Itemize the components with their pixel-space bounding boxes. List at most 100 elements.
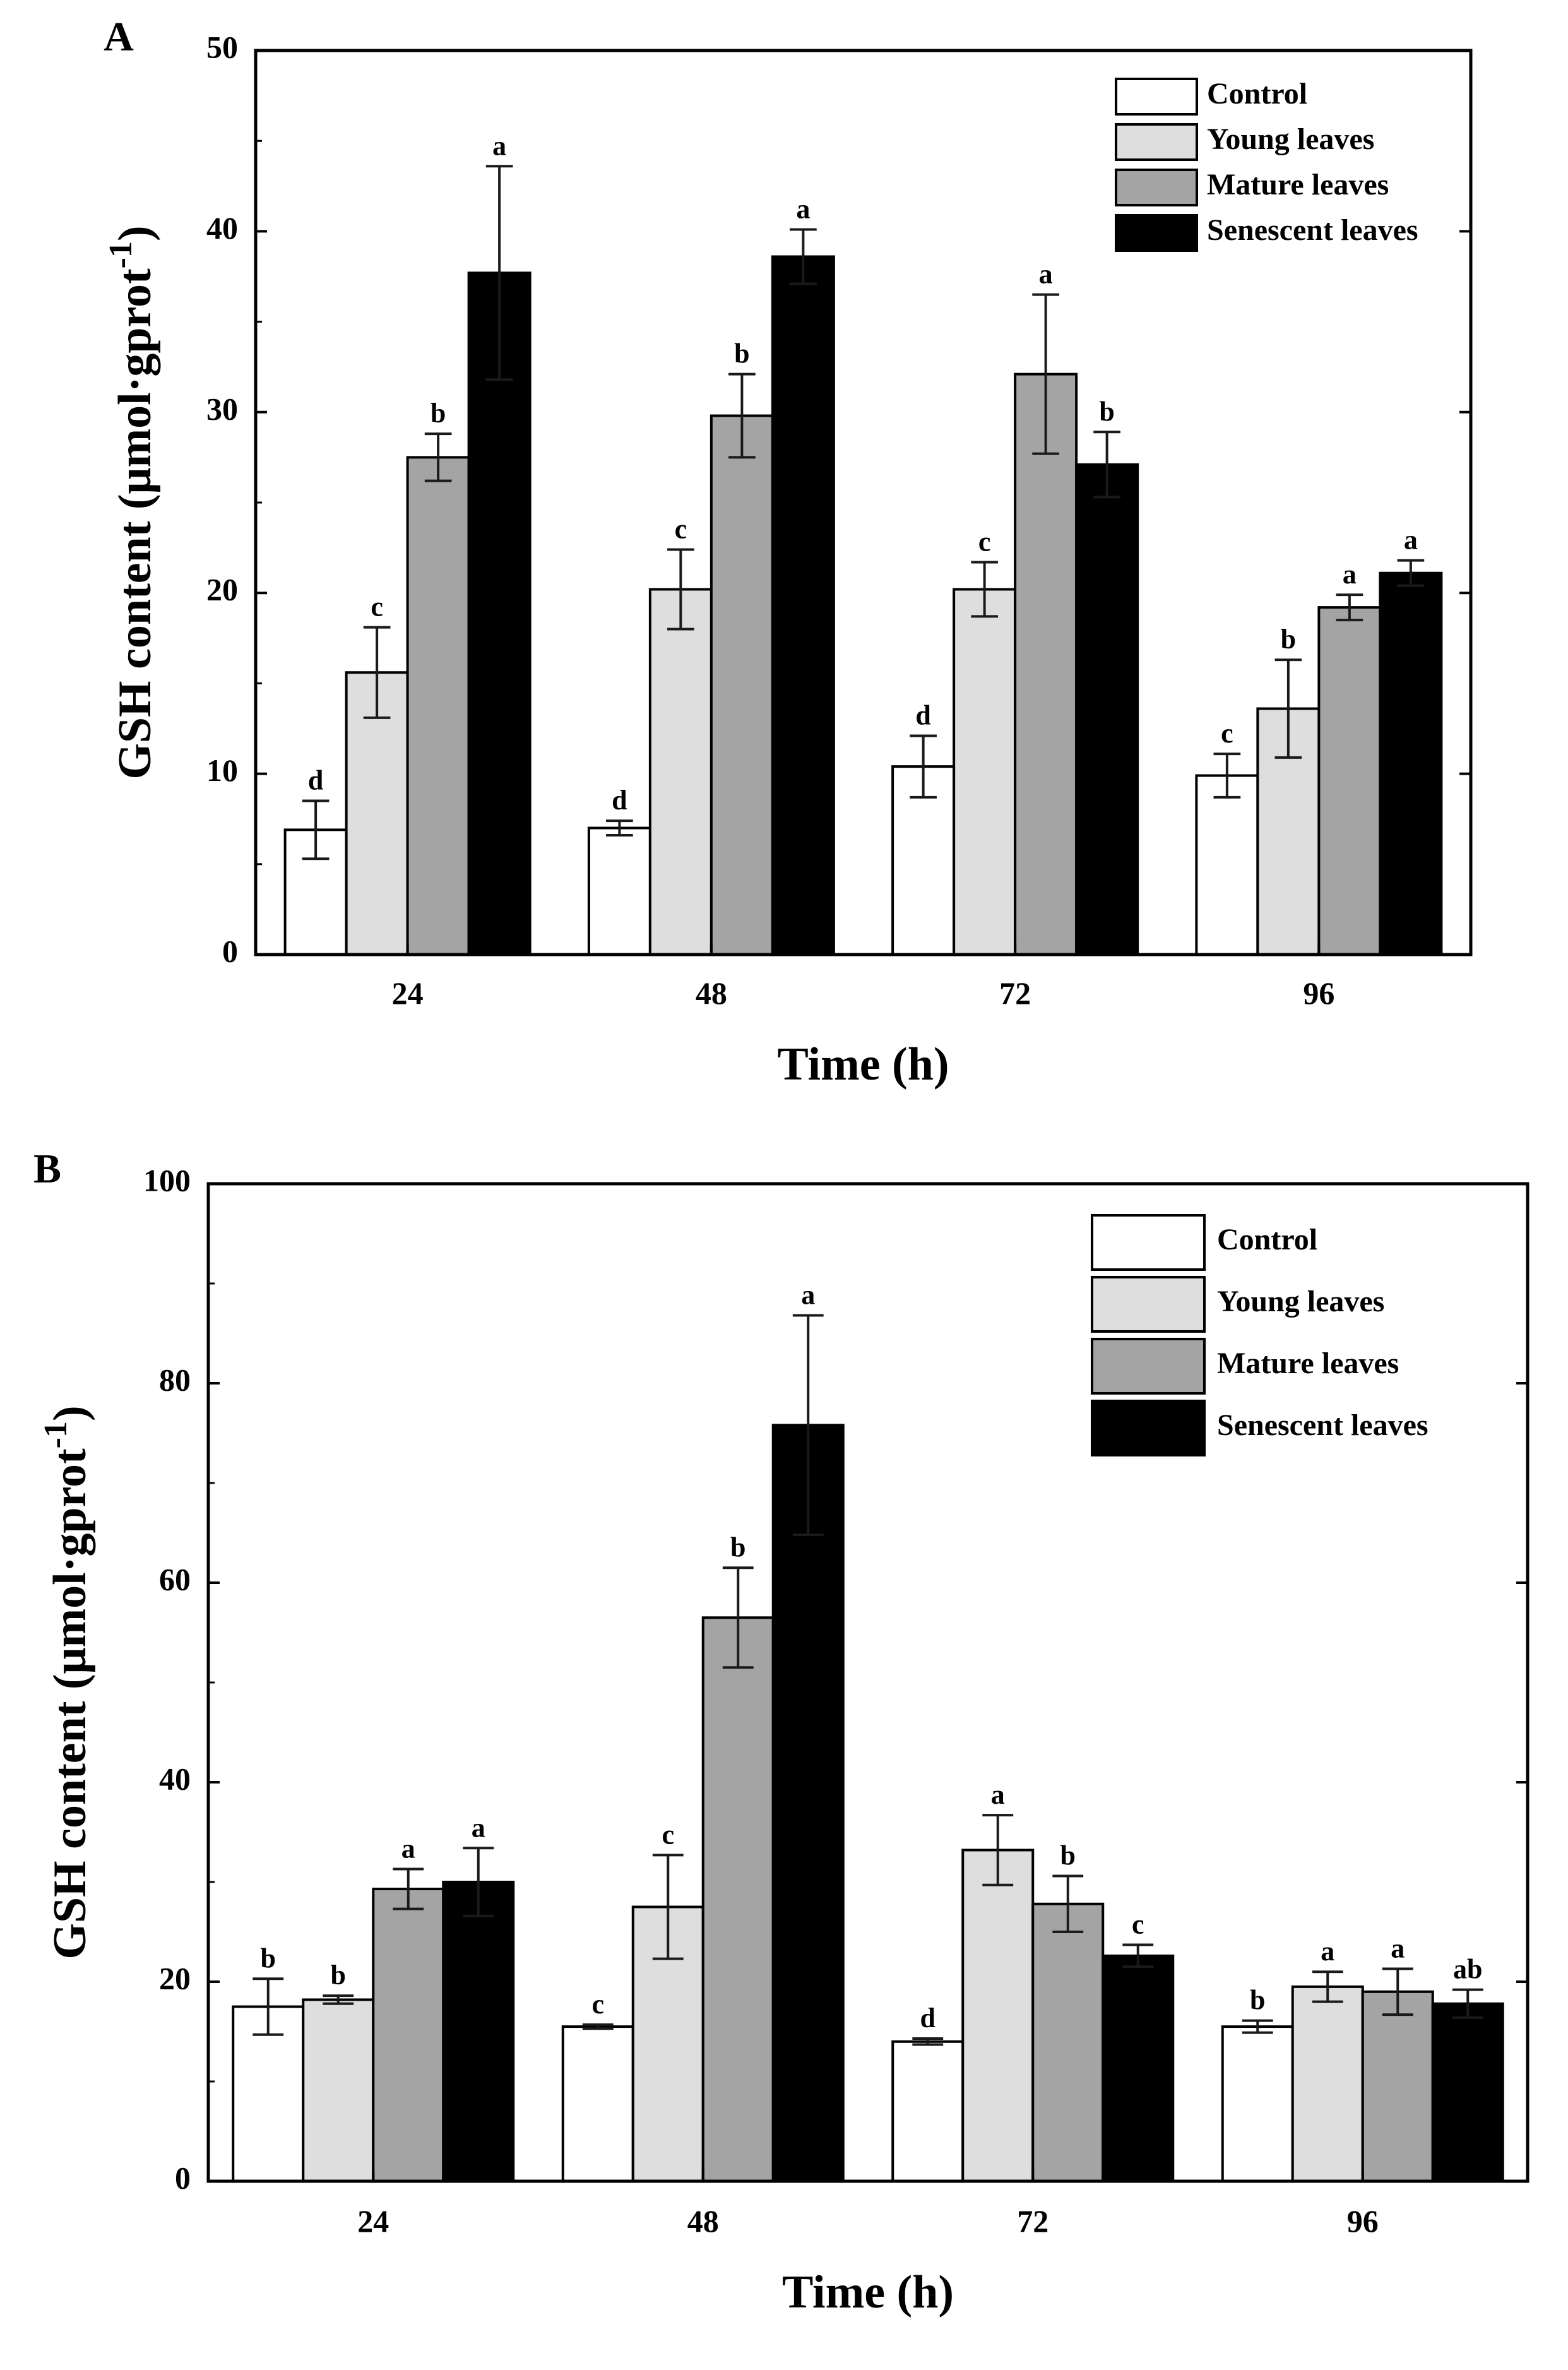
legend-swatch-young-leaves	[1115, 123, 1198, 161]
bar-control-96	[1221, 2025, 1294, 2183]
error-bar	[1336, 593, 1363, 622]
bar-mature-leaves-48	[710, 414, 774, 956]
bar-senescent-leaves-24	[442, 1881, 515, 2182]
y-tick-label: 60	[159, 1561, 191, 1597]
error-bar	[323, 1994, 354, 2005]
error-bar	[728, 372, 756, 459]
significance-letter: d	[308, 765, 323, 796]
chart-panel-a: A 0 10 20 30 40 50 d d d c c c c b b b a a a a b a 24 48 72 96 Time…	[103, 14, 1473, 1090]
error-bar	[1382, 1967, 1413, 2016]
significance-letter: ab	[1453, 1954, 1482, 1985]
significance-letter: b	[1250, 1985, 1265, 2016]
error-bar	[363, 626, 391, 719]
y-axis-title-superscript: -1	[38, 1421, 74, 1448]
bar-young-leaves-24	[302, 1998, 375, 2182]
bar-senescent-leaves-96	[1379, 571, 1443, 956]
y-tick-label: 0	[175, 2160, 191, 2195]
bar-senescent-leaves-72	[1102, 1954, 1175, 2182]
bar-mature-leaves-24	[406, 456, 470, 956]
error-bar	[652, 1854, 684, 1960]
significance-letter: d	[915, 700, 930, 730]
significance-letter: a	[796, 194, 810, 225]
panel-label: A	[104, 14, 134, 60]
significance-letter: d	[920, 2003, 935, 2034]
y-axis-title-superscript: -1	[103, 241, 139, 268]
significance-letter: b	[331, 1960, 346, 1991]
significance-letter: c	[662, 1819, 674, 1850]
error-bar	[1093, 431, 1120, 499]
bar-mature-leaves-72	[1031, 1902, 1105, 2182]
legend-swatch-senescent-leaves	[1091, 1400, 1206, 1456]
error-bar	[582, 2023, 614, 2030]
x-tick-label: 72	[999, 975, 1031, 1011]
significance-letter: b	[1099, 396, 1114, 427]
panel-label: B	[33, 1146, 61, 1192]
error-bar	[1052, 1874, 1084, 1933]
bar-senescent-leaves-48	[771, 255, 835, 956]
legend: Control Young leaves Mature leaves Senescen…	[1091, 1214, 1428, 1456]
bar-mature-leaves-24	[372, 1888, 445, 2183]
y-tick-label: 40	[159, 1761, 191, 1796]
significance-letter: d	[612, 785, 627, 816]
significance-letter: a	[1391, 1932, 1405, 1963]
legend-label: Control	[1207, 77, 1307, 110]
error-bar	[971, 561, 998, 618]
significance-letter: a	[492, 130, 506, 161]
significance-letter: b	[1281, 624, 1296, 655]
error-bar	[393, 1867, 424, 1910]
legend-label: Control	[1217, 1223, 1317, 1256]
bar-mature-leaves-72	[1014, 372, 1078, 956]
bar-control-48	[587, 826, 651, 956]
bar-young-leaves-24	[345, 671, 409, 956]
y-axis-title: GSH content (μmol·gprot-1)	[103, 225, 161, 779]
error-bar	[1274, 658, 1302, 759]
y-axis-title-main: GSH content (μmol·gprot	[44, 1448, 96, 1960]
legend-swatch-mature-leaves	[1091, 1338, 1206, 1395]
y-tick-label: 50	[206, 29, 238, 64]
error-bar	[1242, 2019, 1273, 2034]
legend-label: Young leaves	[1217, 1285, 1384, 1318]
y-axis-title-close: )	[109, 225, 161, 241]
bar-control-72	[891, 2040, 965, 2183]
x-tick-label: 72	[1017, 2203, 1048, 2239]
error-bar	[912, 2037, 944, 2046]
significance-letter: a	[801, 1280, 815, 1311]
significance-letter: c	[675, 513, 687, 544]
legend: Control Young leaves Mature leaves Senescen…	[1115, 77, 1418, 252]
error-bar	[722, 1566, 754, 1669]
significance-letter: c	[1221, 718, 1233, 749]
legend-swatch-young-leaves	[1091, 1276, 1206, 1333]
bar-young-leaves-48	[648, 588, 713, 956]
plot-frame	[254, 49, 1473, 956]
legend-swatch-mature-leaves	[1115, 169, 1198, 206]
x-tick-label: 96	[1347, 2203, 1379, 2239]
error-bar	[606, 819, 633, 837]
error-bar	[1032, 293, 1059, 455]
significance-letter: a	[472, 1812, 485, 1843]
bar-control-48	[561, 2025, 634, 2183]
x-axis-title: Time (h)	[777, 1039, 949, 1090]
y-tick-label: 30	[206, 391, 238, 426]
error-bar	[1397, 559, 1425, 587]
significance-letter: c	[1132, 1909, 1144, 1940]
error-bar	[982, 1814, 1014, 1886]
x-tick-label: 24	[392, 975, 424, 1011]
x-tick-label: 96	[1303, 975, 1334, 1011]
y-tick-label: 100	[143, 1162, 191, 1198]
error-bar	[792, 1314, 824, 1537]
x-tick-label: 48	[696, 975, 727, 1011]
legend-label: Senescent leaves	[1217, 1408, 1428, 1442]
bar-young-leaves-72	[961, 1849, 1035, 2182]
legend-label: Senescent leaves	[1207, 213, 1418, 247]
legend-swatch-control	[1091, 1214, 1206, 1271]
y-tick-label: 10	[206, 753, 238, 788]
bar-senescent-leaves-72	[1075, 463, 1139, 956]
bar-young-leaves-96	[1291, 1985, 1364, 2182]
error-bar	[1312, 1970, 1343, 2003]
y-tick-label: 80	[159, 1362, 191, 1397]
y-axis-title-close: )	[44, 1405, 96, 1421]
legend-label: Young leaves	[1207, 122, 1374, 156]
significance-letter: b	[730, 1532, 745, 1563]
significance-letter: b	[261, 1943, 276, 1974]
y-tick-label: 20	[159, 1960, 191, 1996]
